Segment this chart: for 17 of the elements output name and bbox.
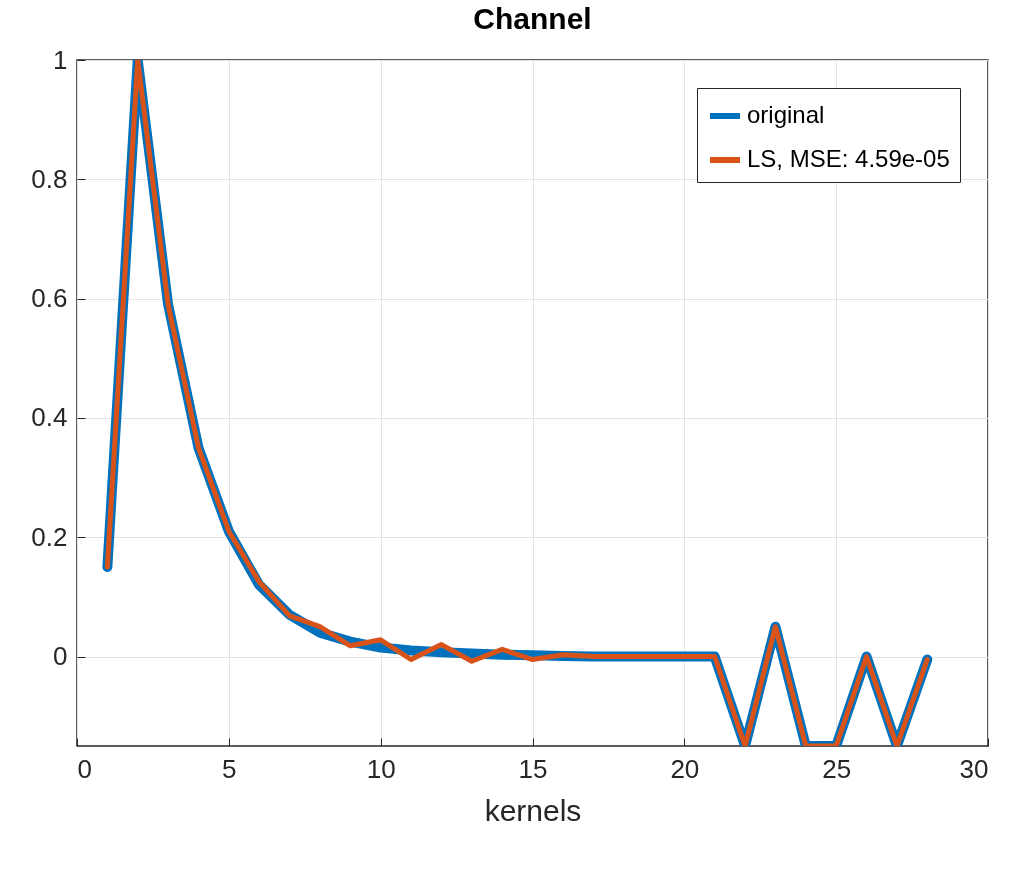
y-tick-label: 0.4 — [31, 402, 68, 433]
legend-label: LS, MSE: 4.59e-05 — [747, 145, 950, 172]
y-tick-label: 1 — [53, 44, 68, 75]
legend-label: original — [747, 101, 825, 128]
y-tick-label: 0 — [53, 641, 68, 672]
x-tick-label: 0 — [77, 753, 92, 784]
y-tick-label: 0.2 — [31, 521, 68, 552]
x-tick-label: 5 — [222, 753, 237, 784]
y-tick-label: 0.8 — [31, 163, 68, 194]
chart-title: Channel — [473, 2, 592, 35]
x-tick-label: 30 — [959, 753, 989, 784]
y-tick-label: 0.6 — [31, 283, 68, 314]
x-tick-label: 25 — [822, 753, 852, 784]
x-axis-title: kernels — [484, 793, 582, 827]
x-tick-label: 15 — [518, 753, 548, 784]
x-tick-label: 10 — [366, 753, 396, 784]
x-tick-label: 20 — [670, 753, 700, 784]
